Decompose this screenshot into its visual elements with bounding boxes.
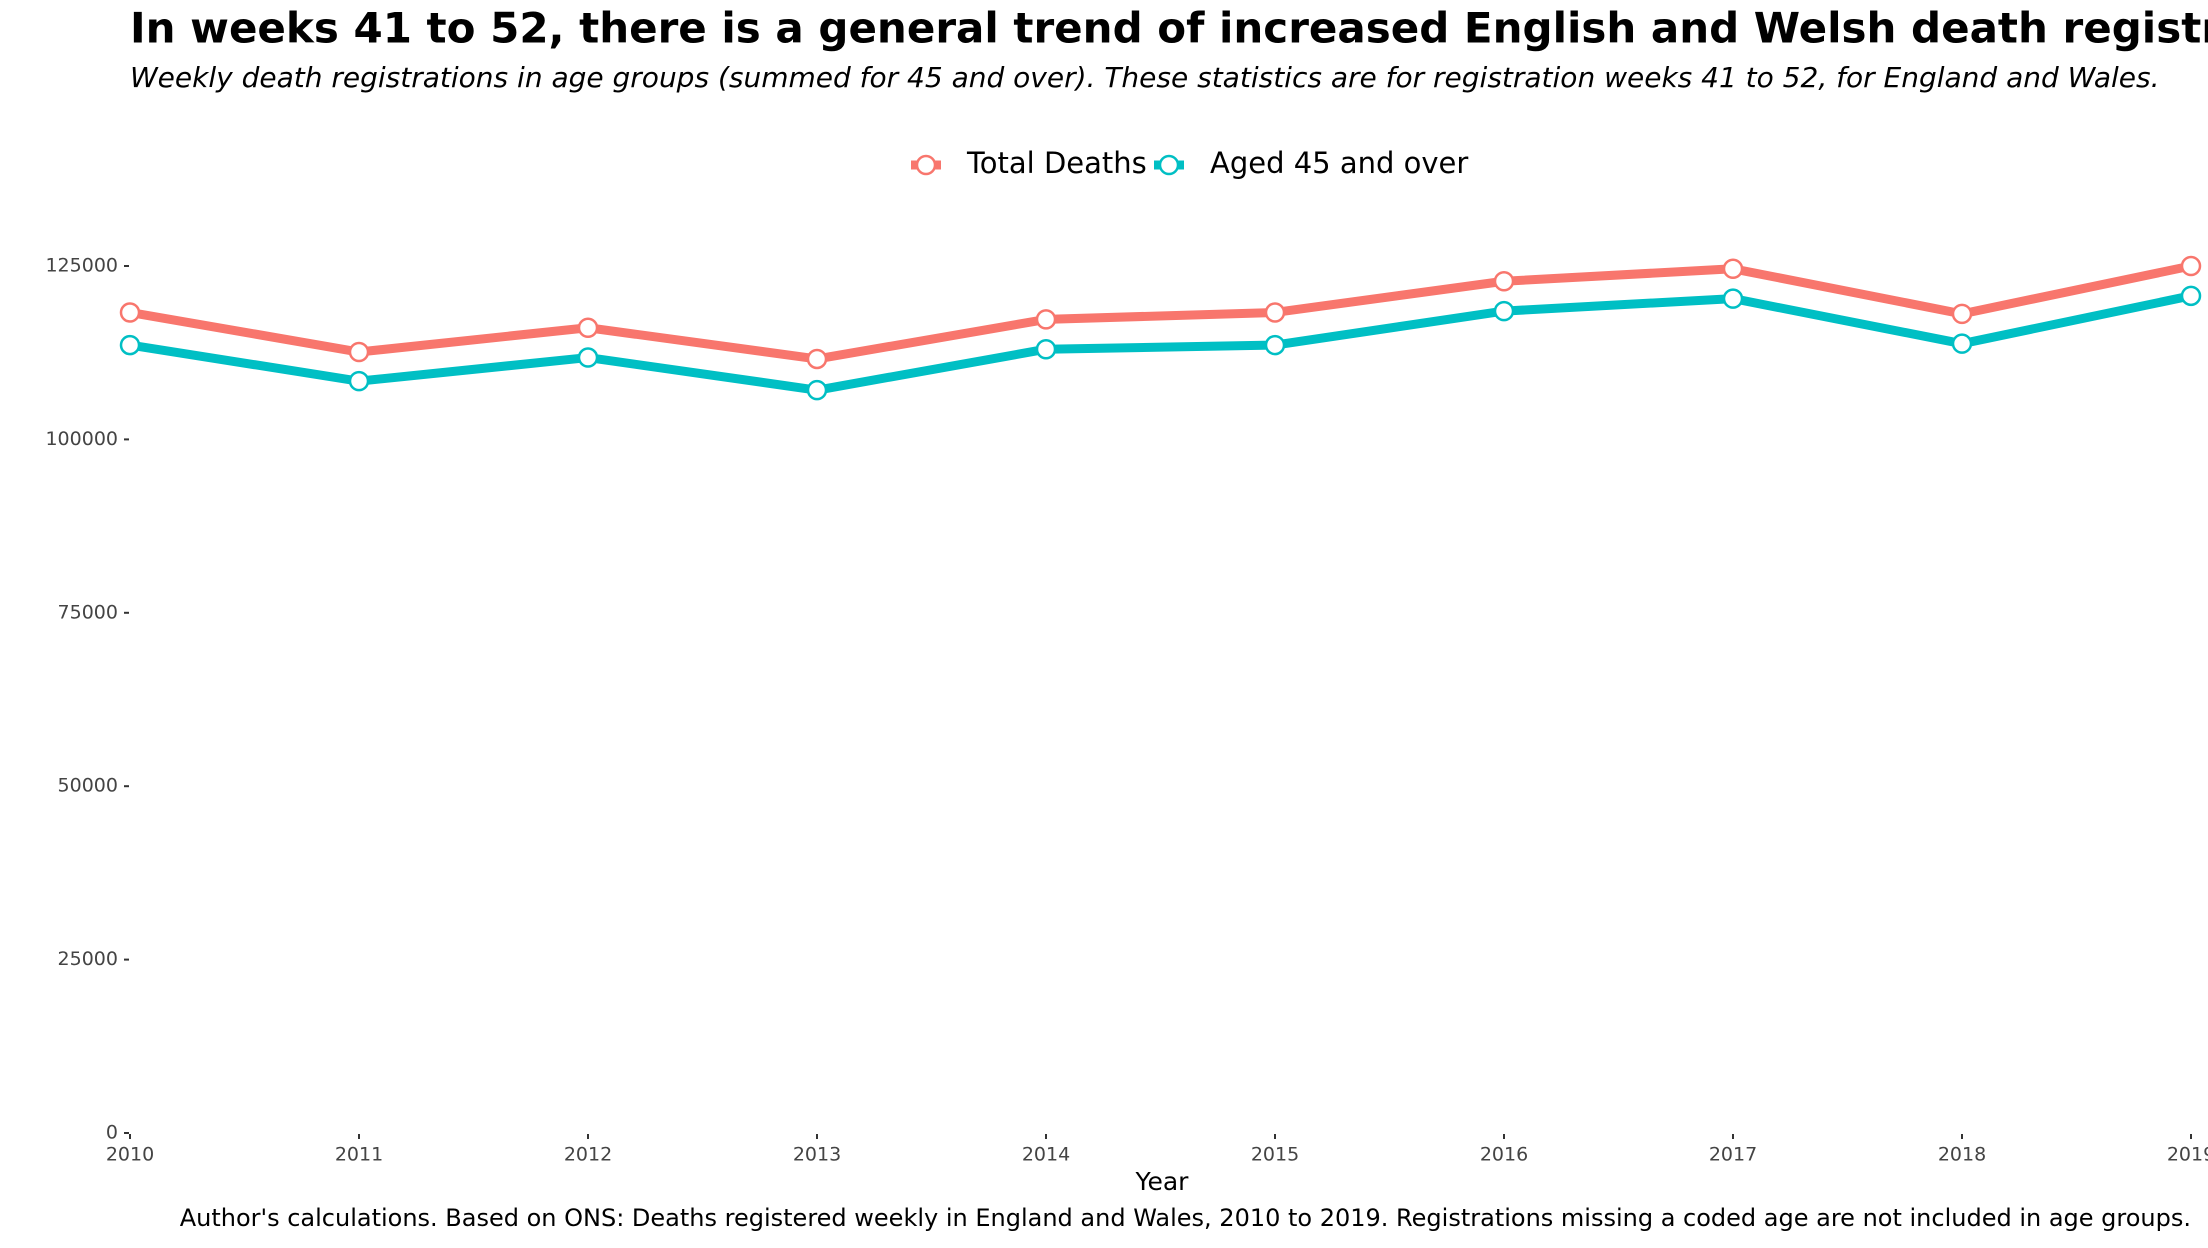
legend-marker (1158, 154, 1180, 176)
x-tick-label: 2010 (106, 1144, 154, 1166)
caption: Author's calculations. Based on ONS: Dea… (180, 1204, 2191, 1232)
data-point (1264, 334, 1286, 356)
x-tick-label: 2018 (1938, 1144, 1986, 1166)
series-line (129, 291, 2192, 395)
data-point (119, 334, 141, 356)
y-tick-label: 75000 (58, 601, 118, 623)
legend-label: Total Deaths (966, 146, 1147, 180)
legend-label: Aged 45 and over (1210, 146, 1468, 180)
data-point (1722, 288, 1744, 309)
data-point (1035, 309, 1057, 330)
data-point (1951, 303, 1973, 325)
data-point (806, 348, 828, 370)
data-point (577, 347, 599, 368)
x-tick-label: 2017 (1709, 1144, 1757, 1166)
y-tick-label: 0 (106, 1122, 118, 1144)
y-tick-label: 125000 (45, 255, 118, 277)
x-tick-label: 2012 (564, 1144, 612, 1166)
x-tick-label: 2013 (793, 1144, 841, 1166)
data-point (1722, 258, 1744, 280)
x-tick-label: 2019 (2167, 1144, 2208, 1166)
x-tick-label: 2016 (1480, 1144, 1528, 1166)
x-tick-label: 2011 (335, 1144, 383, 1166)
data-point (1264, 302, 1286, 323)
y-tick-label: 100000 (45, 428, 118, 450)
x-axis-title: Year (1135, 1167, 1190, 1196)
chart-subtitle: Weekly death registrations in age groups… (130, 61, 2159, 94)
data-point (806, 379, 828, 401)
x-tick-label: 2015 (1251, 1144, 1299, 1166)
x-tick-label: 2014 (1022, 1144, 1070, 1166)
data-point (1951, 333, 1973, 354)
data-point (119, 302, 141, 323)
chart-title: In weeks 41 to 52, there is a general tr… (130, 4, 2208, 53)
y-tick-label: 25000 (58, 948, 118, 970)
data-point (1035, 338, 1057, 360)
y-tick-label: 50000 (58, 775, 118, 797)
series-line (129, 261, 2192, 364)
data-point (2180, 255, 2202, 277)
data-point (2180, 285, 2202, 307)
data-point (577, 317, 599, 338)
data-point (348, 370, 370, 392)
data-point (1493, 271, 1515, 292)
data-point (1493, 300, 1515, 322)
legend-marker (915, 154, 937, 176)
data-point (348, 341, 370, 363)
